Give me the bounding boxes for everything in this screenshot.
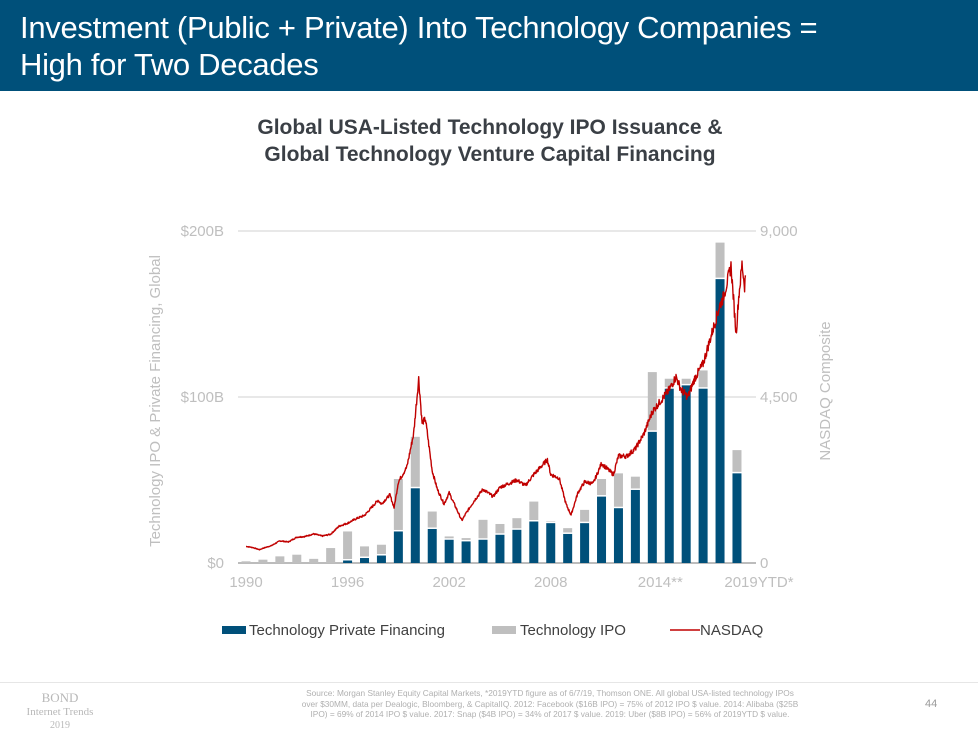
- gridlines: [238, 230, 756, 564]
- bar-private-financing-1996: [343, 560, 353, 563]
- chart-title-line-1: Global USA-Listed Technology IPO Issuanc…: [257, 116, 723, 139]
- legend-swatch-ipo: [492, 626, 516, 634]
- bar-private-financing-2001: [427, 528, 437, 563]
- bars: [241, 242, 742, 563]
- slide-title-line-2: High for Two Decades: [20, 47, 319, 82]
- bar-private-financing-2011: [597, 496, 607, 563]
- bar-private-financing-2013: [630, 489, 640, 563]
- bar-private-financing-2007: [529, 521, 539, 563]
- bar-private-financing-2004: [478, 539, 488, 563]
- bar-ipo-1990: [241, 561, 251, 563]
- bar-private-financing-2002: [444, 539, 454, 563]
- source-line-2: over $30MM, data per Dealogic, Bloomberg…: [301, 698, 799, 709]
- bar-private-financing-1997: [360, 558, 370, 563]
- bar-private-financing-2009: [563, 533, 573, 563]
- chart-title-line-2: Global Technology Venture Capital Financ…: [264, 143, 716, 166]
- bond-logo-year: 2019: [50, 720, 70, 731]
- x-tick-1990: 1990: [229, 574, 262, 591]
- bar-private-financing-2005: [495, 534, 505, 563]
- bar-private-financing-2012: [613, 508, 623, 563]
- bar-private-financing-2006: [512, 529, 522, 563]
- slide-title: Investment (Public + Private) Into Techn…: [20, 9, 818, 83]
- bar-ipo-2015: [664, 378, 674, 388]
- source-line-1: Source: Morgan Stanley Equity Capital Ma…: [306, 688, 794, 698]
- bar-private-financing-1999: [393, 531, 403, 563]
- legend-label-ipo: Technology IPO: [520, 622, 626, 639]
- bar-ipo-2003: [461, 538, 471, 540]
- x-tick-2002: 2002: [432, 574, 465, 591]
- legend-swatch-private-financing: [222, 626, 246, 634]
- source-note: Source: Morgan Stanley Equity Capital Ma…: [240, 688, 860, 720]
- bar-private-financing-2017: [698, 388, 708, 563]
- bar-ipo-2014: [647, 372, 657, 431]
- chart-svg: $0 $100B $200B 0 4,500 9,000 1990 1996 2…: [147, 223, 834, 639]
- bar-ipo-1999: [393, 479, 403, 530]
- bar-ipo-2006: [512, 518, 522, 529]
- chart-title: Global USA-Listed Technology IPO Issuanc…: [140, 114, 840, 168]
- bar-ipo-2011: [597, 479, 607, 496]
- right-tick-0: 0: [760, 555, 768, 572]
- bar-private-financing-2018: [715, 279, 725, 563]
- legend: Technology Private Financing Technology …: [222, 622, 763, 639]
- bar-ipo-2007: [529, 501, 539, 520]
- bar-ipo-2008: [546, 521, 556, 522]
- bond-logo-name: BOND: [41, 690, 79, 705]
- bar-ipo-2018: [715, 242, 725, 278]
- left-tick-200b: $200B: [181, 223, 224, 240]
- bar-ipo-2001: [427, 511, 437, 528]
- left-tick-0: $0: [207, 555, 224, 572]
- bar-private-financing-2015: [664, 388, 674, 563]
- x-tick-2019ytd: 2019YTD*: [724, 574, 793, 591]
- x-tick-2008: 2008: [534, 574, 567, 591]
- bar-ipo-1996: [343, 531, 353, 560]
- legend-label-nasdaq: NASDAQ: [700, 622, 763, 639]
- nasdaq-line: [245, 260, 747, 551]
- left-tick-100b: $100B: [181, 389, 224, 406]
- legend-label-private-financing: Technology Private Financing: [249, 622, 445, 639]
- footer-divider: [0, 682, 978, 683]
- bar-private-financing-2010: [580, 523, 590, 563]
- x-tick-1996: 1996: [331, 574, 364, 591]
- bar-ipo-2016: [681, 378, 691, 384]
- right-tick-4500: 4,500: [760, 389, 798, 406]
- axes: $0 $100B $200B 0 4,500 9,000 1990 1996 2…: [147, 223, 834, 591]
- right-axis-title: NASDAQ Composite: [817, 321, 834, 460]
- bar-private-financing-2019YTD: [732, 473, 742, 563]
- bar-private-financing-2003: [461, 541, 471, 563]
- slide-title-line-1: Investment (Public + Private) Into Techn…: [20, 10, 818, 45]
- bar-ipo-1991: [258, 559, 268, 563]
- bar-private-financing-1998: [376, 555, 386, 563]
- bar-private-financing-2000: [410, 488, 420, 563]
- bar-ipo-2019YTD: [732, 450, 742, 472]
- bond-logo-subtitle: Internet Trends: [26, 706, 94, 718]
- bar-ipo-2000: [410, 436, 420, 487]
- bar-private-financing-2008: [546, 523, 556, 563]
- bar-private-financing-2014: [647, 431, 657, 563]
- bar-ipo-2002: [444, 536, 454, 539]
- bar-ipo-1994: [309, 558, 319, 563]
- source-line-3: IPO) = 69% of 2014 IPO $ value. 2017: Sn…: [310, 709, 790, 719]
- nasdaq-line-group: [245, 260, 747, 551]
- bar-ipo-1998: [376, 544, 386, 555]
- bar-ipo-2017: [698, 370, 708, 388]
- bar-ipo-2004: [478, 519, 488, 539]
- left-axis-title: Technology IPO & Private Financing, Glob…: [147, 255, 164, 547]
- bar-ipo-1992: [275, 556, 285, 563]
- bar-ipo-2009: [563, 528, 573, 533]
- bar-ipo-1995: [326, 548, 336, 563]
- bar-ipo-1993: [292, 554, 302, 563]
- bar-ipo-2013: [630, 476, 640, 489]
- bar-ipo-2010: [580, 509, 590, 522]
- bar-private-financing-2016: [681, 385, 691, 563]
- slide-header: Investment (Public + Private) Into Techn…: [0, 0, 978, 91]
- bar-ipo-2012: [613, 473, 623, 507]
- page-number: 44: [925, 698, 938, 710]
- bond-logo: BOND Internet Trends 2019: [20, 690, 100, 733]
- right-tick-9000: 9,000: [760, 223, 798, 240]
- bar-ipo-2005: [495, 523, 505, 534]
- bar-ipo-1997: [360, 546, 370, 557]
- x-tick-2014: 2014**: [638, 574, 683, 591]
